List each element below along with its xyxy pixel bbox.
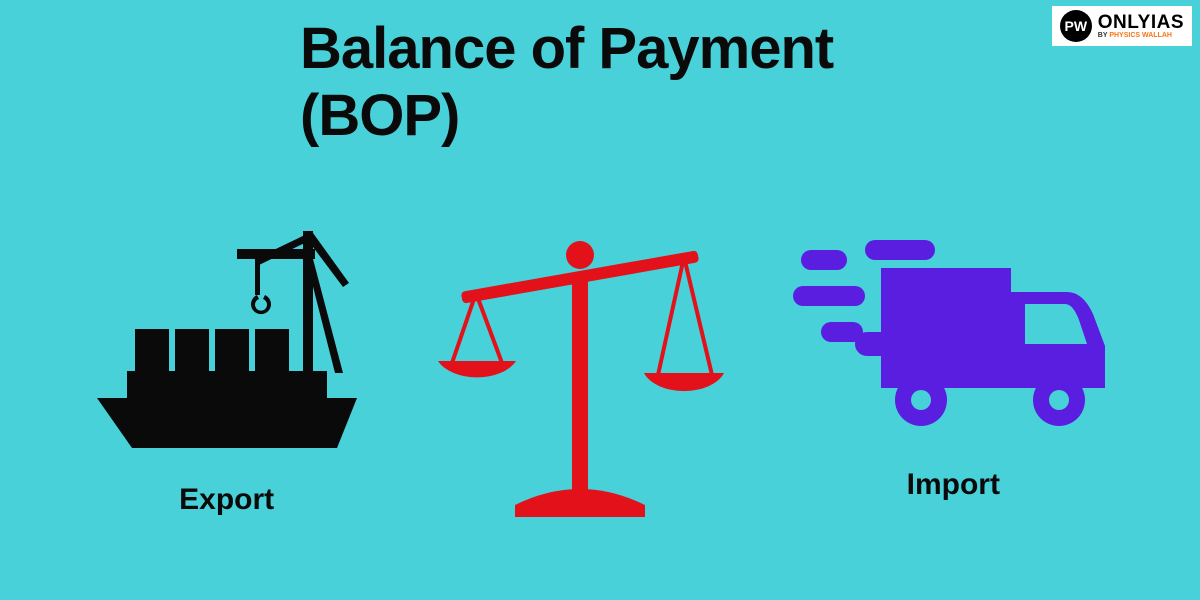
logo-badge-icon: PW (1060, 10, 1092, 42)
logo-sub-highlight: PHYSICS WALLAH (1109, 32, 1172, 39)
export-label: Export (179, 483, 274, 517)
import-item: Import (793, 228, 1113, 502)
cargo-ship-icon (87, 213, 367, 463)
logo-sub-text: BY PHYSICS WALLAH (1098, 32, 1184, 39)
infographic-row: Export (0, 155, 1200, 575)
page-title: Balance of Payment (BOP) (300, 15, 900, 149)
export-item: Export (87, 213, 367, 517)
balance-scale-item (420, 205, 740, 525)
balance-scale-icon (420, 205, 740, 525)
import-label: Import (907, 468, 1000, 502)
brand-logo: PW ONLYIAS BY PHYSICS WALLAH (1052, 6, 1192, 46)
delivery-truck-icon (793, 228, 1113, 448)
logo-main-text: ONLYIAS (1098, 13, 1184, 32)
logo-sub-prefix: BY (1098, 32, 1110, 39)
logo-text: ONLYIAS BY PHYSICS WALLAH (1098, 13, 1184, 39)
